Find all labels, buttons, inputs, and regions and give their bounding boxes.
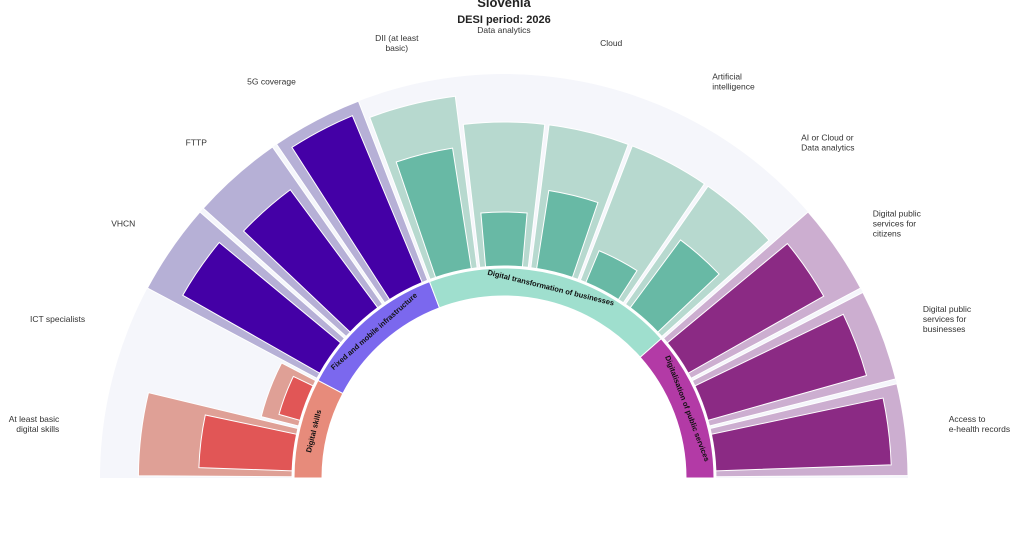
value-bar-dii-at-least-basic (395, 147, 472, 278)
indicator-label-fttp: FTTP (186, 138, 208, 148)
indicator-label-5g-coverage: 5G coverage (247, 76, 296, 86)
indicator-label-digital-public-services-for-citizens: Digital public services for citizens (873, 209, 922, 239)
value-bar-vhcn (182, 241, 342, 374)
value-bar-cloud (536, 189, 599, 278)
chart-title: Slovenia (477, 0, 531, 10)
indicator-label-dii-at-least-basic: DII (at least basic) (375, 33, 419, 53)
value-bar-artificial-intelligence (585, 250, 638, 301)
indicator-label-digital-public-services-for-businesses: Digital public services for businesses (923, 304, 972, 334)
indicator-labels: At least basic digital skills ICT speciali… (9, 25, 1010, 434)
value-bar-digital-public-services-for-citizens (666, 242, 825, 374)
value-bar-at-least-basic-digital-skills (198, 414, 298, 472)
indicator-label-ict-specialists: ICT specialists (30, 314, 85, 324)
chart-subtitle: DESI period: 2026 (457, 14, 551, 26)
value-bar-ai-or-cloud-or-data-analytics (629, 239, 720, 333)
indicator-label-at-least-basic-digital-skills: At least basic digital skills (9, 414, 60, 434)
value-bar-access-to-e-health-records (710, 397, 892, 472)
value-bar-data-analytics (480, 211, 528, 268)
indicator-label-artificial-intelligence: Artificial intelligence (712, 71, 755, 91)
value-bar-5g-coverage (291, 115, 423, 301)
indicator-label-ai-or-cloud-or-data-analytics: AI or Cloud or Data analytics (801, 133, 854, 153)
value-bar-fttp (242, 189, 379, 333)
value-bar-digital-public-services-for-businesses (694, 313, 868, 421)
indicator-label-data-analytics: Data analytics (477, 25, 530, 35)
indicator-label-vhcn: VHCN (111, 219, 135, 229)
indicator-label-access-to-e-health-records: Access to e-health records (949, 414, 1010, 434)
group-ring-digitalisation-of-public-services (639, 338, 715, 479)
value-bar-ict-specialists (278, 375, 314, 421)
indicator-label-cloud: Cloud (600, 38, 622, 48)
indicator-bars (137, 95, 909, 478)
